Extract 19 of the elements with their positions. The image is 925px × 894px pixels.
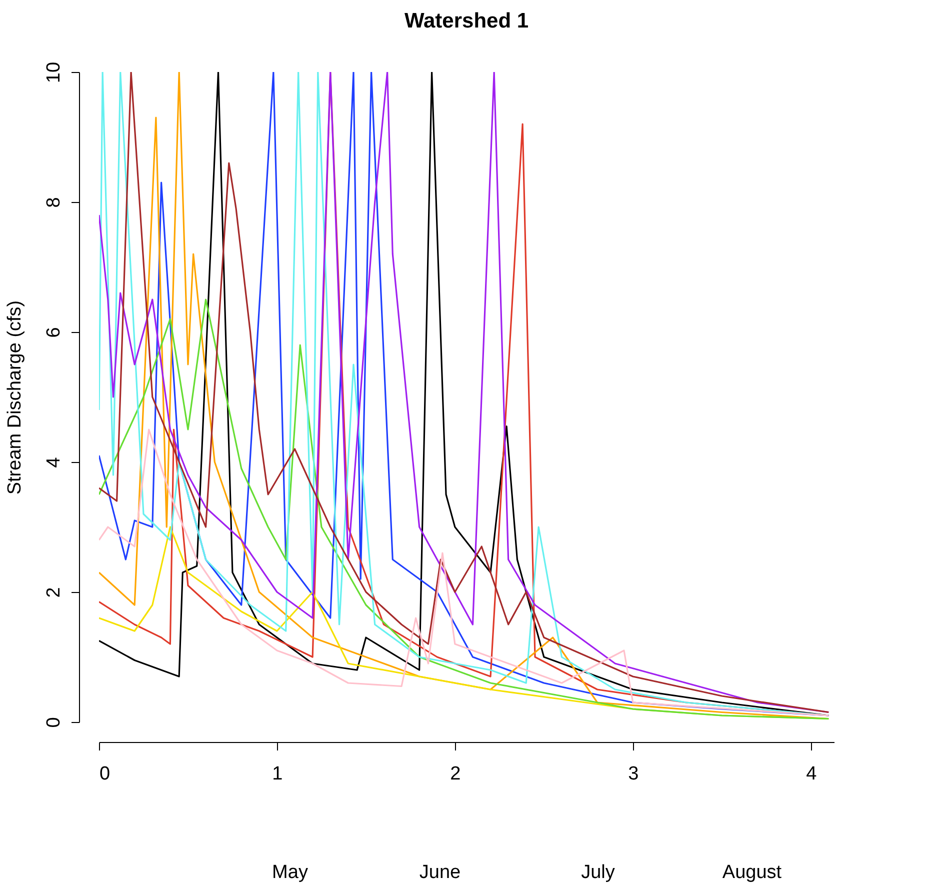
- x-tick-label: 3: [628, 764, 639, 784]
- line-series: [99, 428, 830, 716]
- x-tick-label: 4: [806, 764, 818, 784]
- y-tick-label: 4: [44, 456, 64, 468]
- x-tick-label: 2: [450, 764, 461, 784]
- y-tick-label: 0: [44, 717, 64, 728]
- y-tick-label: 10: [44, 62, 64, 84]
- x-tick-label: 1: [272, 764, 283, 784]
- y-axis-title: Stream Discharge (cfs): [4, 300, 26, 495]
- y-tick-label: 6: [44, 327, 64, 338]
- text: August: [722, 862, 782, 884]
- text: July: [581, 862, 615, 884]
- line-series: [99, 298, 830, 720]
- y-tick-label: 2: [44, 587, 64, 598]
- x-tick-label: 0: [100, 764, 110, 784]
- chart-title: Watershed 1: [404, 9, 529, 32]
- text: June: [419, 862, 461, 884]
- y-tick-label: 8: [44, 197, 64, 208]
- text: May: [272, 862, 308, 884]
